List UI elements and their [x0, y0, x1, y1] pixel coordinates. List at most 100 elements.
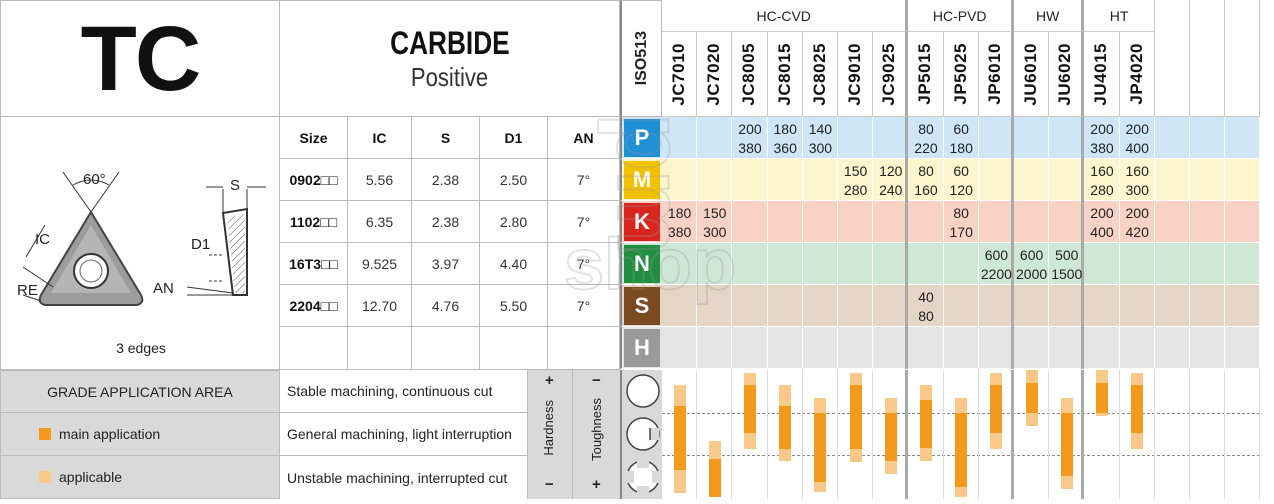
grid-cell	[873, 159, 909, 201]
insert-code: TC	[80, 7, 202, 110]
grid-cell	[662, 327, 698, 369]
speed-max: 280	[1090, 182, 1114, 198]
grade-name: JC9025	[879, 42, 899, 106]
title-box: TC	[0, 0, 280, 117]
group-header-0: HC-CVD	[662, 0, 909, 32]
grid-cell	[732, 159, 768, 201]
grid-cell	[873, 117, 909, 159]
main-application-bar	[708, 459, 721, 497]
general-cell: General machining, light interruption	[280, 413, 527, 456]
group-header-3: HT	[1084, 0, 1155, 32]
grid-cell	[1225, 327, 1261, 369]
speed-max: 160	[914, 182, 938, 198]
speed-min: 200	[1090, 121, 1114, 137]
grid-cell	[1049, 285, 1085, 327]
grid-cell	[838, 117, 874, 159]
grid-cell	[838, 285, 874, 327]
speed-max: 240	[879, 182, 903, 198]
material-band-h	[662, 327, 1261, 369]
hardness-plus: +	[545, 372, 554, 389]
grid-cell	[1120, 117, 1155, 159]
grade-header-cell: JU6010	[1014, 32, 1050, 117]
main-application-bar	[849, 385, 862, 449]
cutting-speed-cell: 150 280	[838, 161, 873, 201]
grade-header-cell: JC8025	[802, 32, 838, 117]
grid-cell	[768, 285, 803, 327]
grade-name: JC8025	[809, 42, 829, 106]
grid-cell	[1155, 327, 1190, 369]
grid-cell	[979, 117, 1014, 159]
application-col	[803, 370, 838, 499]
dims-cell-d1: 2.80	[480, 201, 548, 243]
application-col	[1155, 370, 1190, 499]
iso-header-cell: ISO513	[620, 0, 662, 117]
grade-header-cell: JP4020	[1119, 32, 1155, 117]
speed-max: 380	[667, 224, 692, 240]
speed-min: 80	[918, 163, 934, 179]
grid-cell	[732, 117, 768, 159]
grid-cell	[768, 117, 803, 159]
grid-cell	[768, 201, 803, 243]
hardness-minus: −	[545, 476, 554, 493]
grade-name: JC9010	[845, 42, 865, 106]
dims-cell-an: 7°	[548, 159, 620, 201]
machining-icons-column	[620, 370, 662, 499]
dimensions-table: Size IC S D1 AN 0902□□ 5.56 2.38 2.50 7° 1102□□ 6.3…	[280, 117, 620, 370]
grid-cell	[697, 117, 733, 159]
main-application-swatch	[39, 428, 51, 440]
grade-header-cell: JP6010	[978, 32, 1014, 117]
blank-header-cell	[1190, 0, 1226, 117]
grid-cell	[1190, 117, 1226, 159]
application-col	[1049, 370, 1085, 499]
speed-max: 380	[738, 140, 762, 156]
grid-cell	[1225, 285, 1261, 327]
dims-cell-ic: 9.525	[348, 243, 412, 285]
grid-cell	[1084, 117, 1120, 159]
grid-cell	[979, 327, 1014, 369]
material-badge-p: P	[624, 118, 660, 157]
grid-cell	[944, 285, 979, 327]
ic-label: IC	[35, 231, 50, 248]
grid-cell	[1049, 243, 1085, 285]
legend-title-cell: GRADE APPLICATION AREA	[0, 370, 280, 413]
dims-header-size: Size	[280, 117, 348, 159]
stable-cell: Stable machining, continuous cut	[280, 370, 527, 413]
grid-cell	[697, 201, 733, 243]
grid-cell	[908, 327, 944, 369]
machining-icons	[625, 374, 661, 495]
grid-cell	[979, 243, 1014, 285]
material-band-m	[662, 159, 1261, 201]
speed-min: 500	[1055, 247, 1079, 263]
application-col	[979, 370, 1014, 499]
grid-cell	[873, 243, 909, 285]
cutting-speed-cell: 500 1500	[1049, 245, 1084, 285]
cutting-speed-cell: 150 300	[697, 203, 732, 243]
main-application-bar	[1060, 413, 1073, 476]
dims-cell-ic: 12.70	[348, 285, 412, 327]
unstable-label: Unstable machining, interrupted cut	[287, 469, 508, 486]
dims-cell-size: 1102□□	[280, 201, 348, 243]
grid-cell	[1014, 243, 1050, 285]
dims-header-an: AN	[548, 117, 620, 159]
speed-max: 300	[1125, 182, 1149, 198]
grid-cell	[1084, 243, 1120, 285]
cutting-speed-cell: 40 80	[908, 287, 943, 327]
speed-max: 280	[843, 182, 868, 198]
cutting-speed-cell: 160 300	[1120, 161, 1155, 201]
grid-cell	[979, 201, 1014, 243]
dims-cell-s: 2.38	[412, 159, 480, 201]
main-application-bar	[884, 413, 897, 461]
speed-max: 2200	[980, 266, 1012, 282]
grid-cell	[1049, 201, 1085, 243]
material-row-p: P	[620, 117, 662, 159]
speed-min: 160	[1125, 163, 1149, 179]
grid-cell	[768, 243, 803, 285]
dims-cell-d1: 5.50	[480, 285, 548, 327]
cutting-speed-cell: 60 120	[944, 161, 979, 201]
cutting-speed-cell: 60 180	[944, 119, 979, 159]
application-col	[1225, 370, 1261, 499]
material-band-n	[662, 243, 1261, 285]
grade-header-cell: JC9010	[838, 32, 874, 117]
s-label: S	[230, 177, 241, 194]
grid-cell	[908, 159, 944, 201]
